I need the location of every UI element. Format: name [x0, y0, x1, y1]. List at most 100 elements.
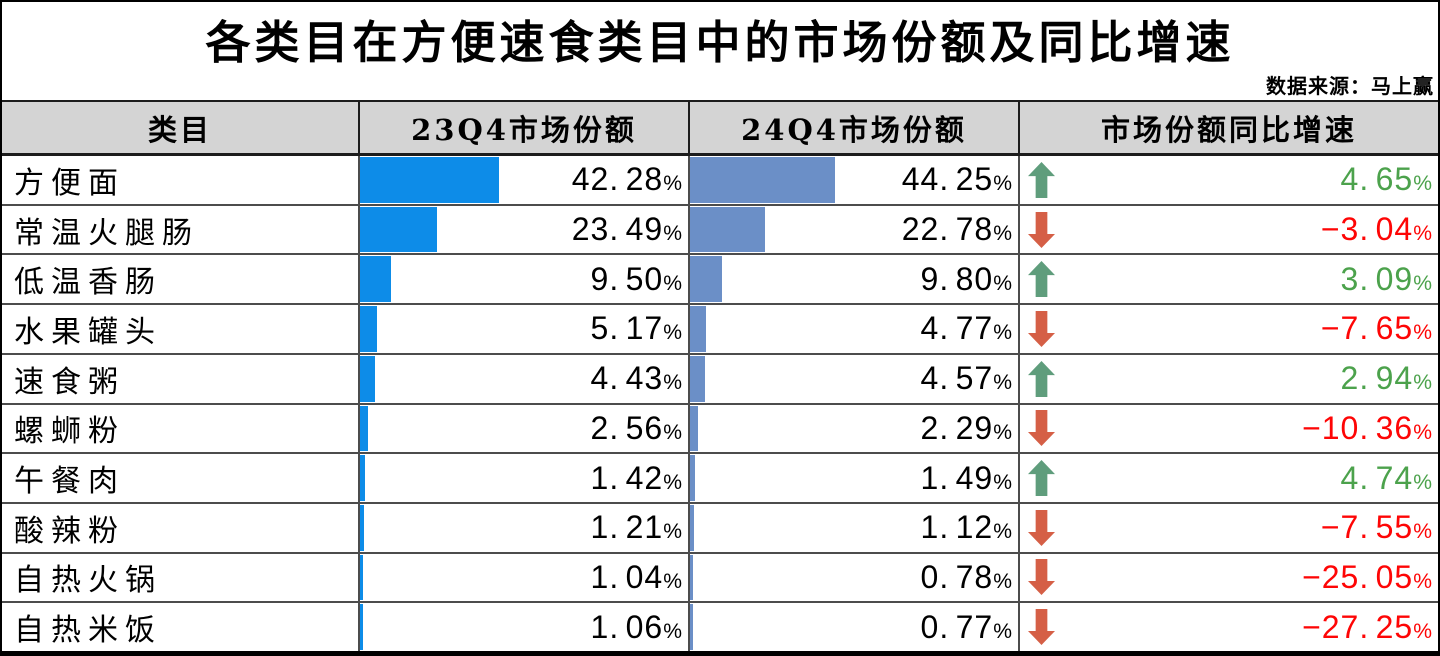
- share-24q4-value: 44. 25%: [901, 161, 1013, 198]
- share-24q4-databar: [690, 355, 705, 402]
- share-23q4-databar: [360, 355, 375, 402]
- share-23q4-value: 1. 21%: [590, 509, 683, 546]
- category-label: 螺蛳粉: [14, 414, 125, 450]
- share-23q4-databar: [360, 455, 365, 501]
- data-source-label: 数据来源：马上赢: [1266, 74, 1434, 98]
- category-cell: 自热米饭: [2, 603, 358, 651]
- share-24q4-cell: 1. 12%: [688, 503, 1018, 552]
- table-row: 螺蛳粉 2. 56% 2. 29% −10. 36%: [2, 404, 1438, 455]
- share-24q4-value: 4. 77%: [920, 310, 1013, 347]
- yoy-growth-value: 4. 74%: [1340, 459, 1433, 496]
- category-cell: 低温香肠: [2, 255, 358, 303]
- header-yoy-growth: 市场份额同比增速: [1018, 102, 1438, 153]
- share-24q4-cell: 22. 78%: [688, 205, 1018, 254]
- table-row: 速食粥 4. 43% 4. 57% 2. 94%: [2, 354, 1438, 405]
- share-24q4-databar: [690, 504, 694, 551]
- share-23q4-cell: 23. 49%: [358, 205, 688, 254]
- share-23q4-value: 5. 17%: [590, 310, 683, 347]
- share-23q4-value: 1. 42%: [590, 459, 683, 496]
- share-23q4-value: 1. 04%: [590, 558, 683, 595]
- yoy-growth-value: −7. 65%: [1320, 310, 1433, 347]
- share-23q4-value: 9. 50%: [590, 260, 683, 297]
- share-24q4-cell: 4. 77%: [688, 305, 1018, 353]
- down-arrow-icon: [1028, 609, 1055, 646]
- category-cell: 午餐肉: [2, 454, 358, 502]
- up-arrow-icon: [1028, 460, 1055, 497]
- share-24q4-databar: [690, 256, 723, 303]
- yoy-growth-cell: 4. 65%: [1018, 156, 1438, 204]
- yoy-growth-cell: −27. 25%: [1018, 603, 1438, 652]
- table-row: 常温火腿肠 23. 49% 22. 78% −3. 04%: [2, 205, 1438, 256]
- share-24q4-databar: [690, 604, 693, 651]
- share-23q4-databar: [360, 554, 364, 601]
- share-24q4-value: 1. 49%: [920, 459, 1013, 496]
- share-23q4-databar: [360, 256, 392, 303]
- share-24q4-cell: 9. 80%: [688, 255, 1018, 304]
- yoy-growth-value: 3. 09%: [1340, 260, 1433, 297]
- share-24q4-cell: 4. 57%: [688, 354, 1018, 403]
- share-23q4-databar: [360, 306, 377, 352]
- share-23q4-value: 2. 56%: [590, 409, 683, 446]
- share-23q4-cell: 2. 56%: [358, 404, 688, 453]
- share-24q4-value: 0. 78%: [920, 558, 1013, 595]
- category-label: 自热米饭: [14, 613, 162, 649]
- share-23q4-databar: [360, 405, 369, 452]
- share-24q4-databar: [690, 206, 765, 253]
- share-24q4-cell: 2. 29%: [688, 404, 1018, 453]
- down-arrow-icon: [1028, 211, 1055, 248]
- table-row: 方便面 42. 28% 44. 25% 4. 65%: [2, 156, 1438, 206]
- share-23q4-cell: 5. 17%: [358, 305, 688, 353]
- category-label: 常温火腿肠: [14, 215, 199, 251]
- down-arrow-icon: [1028, 310, 1055, 347]
- category-label: 低温香肠: [14, 265, 162, 301]
- category-label: 午餐肉: [14, 464, 125, 500]
- share-23q4-value: 23. 49%: [571, 211, 683, 248]
- category-cell: 速食粥: [2, 355, 358, 403]
- category-cell: 自热火锅: [2, 554, 358, 602]
- share-24q4-cell: 44. 25%: [688, 156, 1018, 204]
- table-header-row: 类目 23Q4市场份额 24Q4市场份额 市场份额同比增速: [2, 100, 1438, 156]
- share-23q4-value: 4. 43%: [590, 360, 683, 397]
- yoy-growth-cell: −3. 04%: [1018, 205, 1438, 254]
- down-arrow-icon: [1028, 410, 1055, 447]
- share-24q4-cell: 0. 78%: [688, 553, 1018, 602]
- category-cell: 螺蛳粉: [2, 405, 358, 453]
- share-24q4-databar: [690, 306, 706, 352]
- share-24q4-cell: 1. 49%: [688, 454, 1018, 502]
- table-row: 低温香肠 9. 50% 9. 80% 3. 09%: [2, 255, 1438, 306]
- category-cell: 酸辣粉: [2, 504, 358, 552]
- yoy-growth-cell: −7. 55%: [1018, 503, 1438, 552]
- header-share-23q4: 23Q4市场份额: [358, 102, 688, 153]
- share-24q4-value: 22. 78%: [901, 211, 1013, 248]
- share-24q4-databar: [690, 405, 698, 452]
- up-arrow-icon: [1028, 261, 1055, 298]
- yoy-growth-cell: 3. 09%: [1018, 255, 1438, 304]
- share-23q4-cell: 4. 43%: [358, 354, 688, 403]
- yoy-growth-cell: −10. 36%: [1018, 404, 1438, 453]
- yoy-growth-cell: 2. 94%: [1018, 354, 1438, 403]
- share-23q4-cell: 1. 04%: [358, 553, 688, 602]
- share-24q4-value: 1. 12%: [920, 509, 1013, 546]
- share-23q4-cell: 1. 06%: [358, 603, 688, 652]
- share-24q4-value: 2. 29%: [920, 409, 1013, 446]
- category-cell: 水果罐头: [2, 305, 358, 353]
- share-24q4-databar: [690, 554, 693, 601]
- table-row: 自热火锅 1. 04% 0. 78% −25. 05%: [2, 553, 1438, 604]
- up-arrow-icon: [1028, 360, 1055, 397]
- share-24q4-databar: [690, 157, 836, 203]
- share-24q4-databar: [690, 455, 695, 501]
- share-23q4-cell: 1. 42%: [358, 454, 688, 502]
- share-23q4-cell: 1. 21%: [358, 503, 688, 552]
- share-24q4-value: 9. 80%: [920, 260, 1013, 297]
- yoy-growth-value: −3. 04%: [1320, 211, 1433, 248]
- share-23q4-cell: 42. 28%: [358, 156, 688, 204]
- share-24q4-value: 4. 57%: [920, 360, 1013, 397]
- table-body: 方便面 42. 28% 44. 25% 4. 65% 常温火腿肠 23. 49% 22.…: [2, 156, 1438, 652]
- table-row: 自热米饭 1. 06% 0. 77% −27. 25%: [2, 603, 1438, 652]
- yoy-growth-value: −10. 36%: [1302, 409, 1433, 446]
- down-arrow-icon: [1028, 559, 1055, 596]
- yoy-growth-value: 2. 94%: [1340, 360, 1433, 397]
- table-row: 水果罐头 5. 17% 4. 77% −7. 65%: [2, 305, 1438, 355]
- up-arrow-icon: [1028, 161, 1055, 198]
